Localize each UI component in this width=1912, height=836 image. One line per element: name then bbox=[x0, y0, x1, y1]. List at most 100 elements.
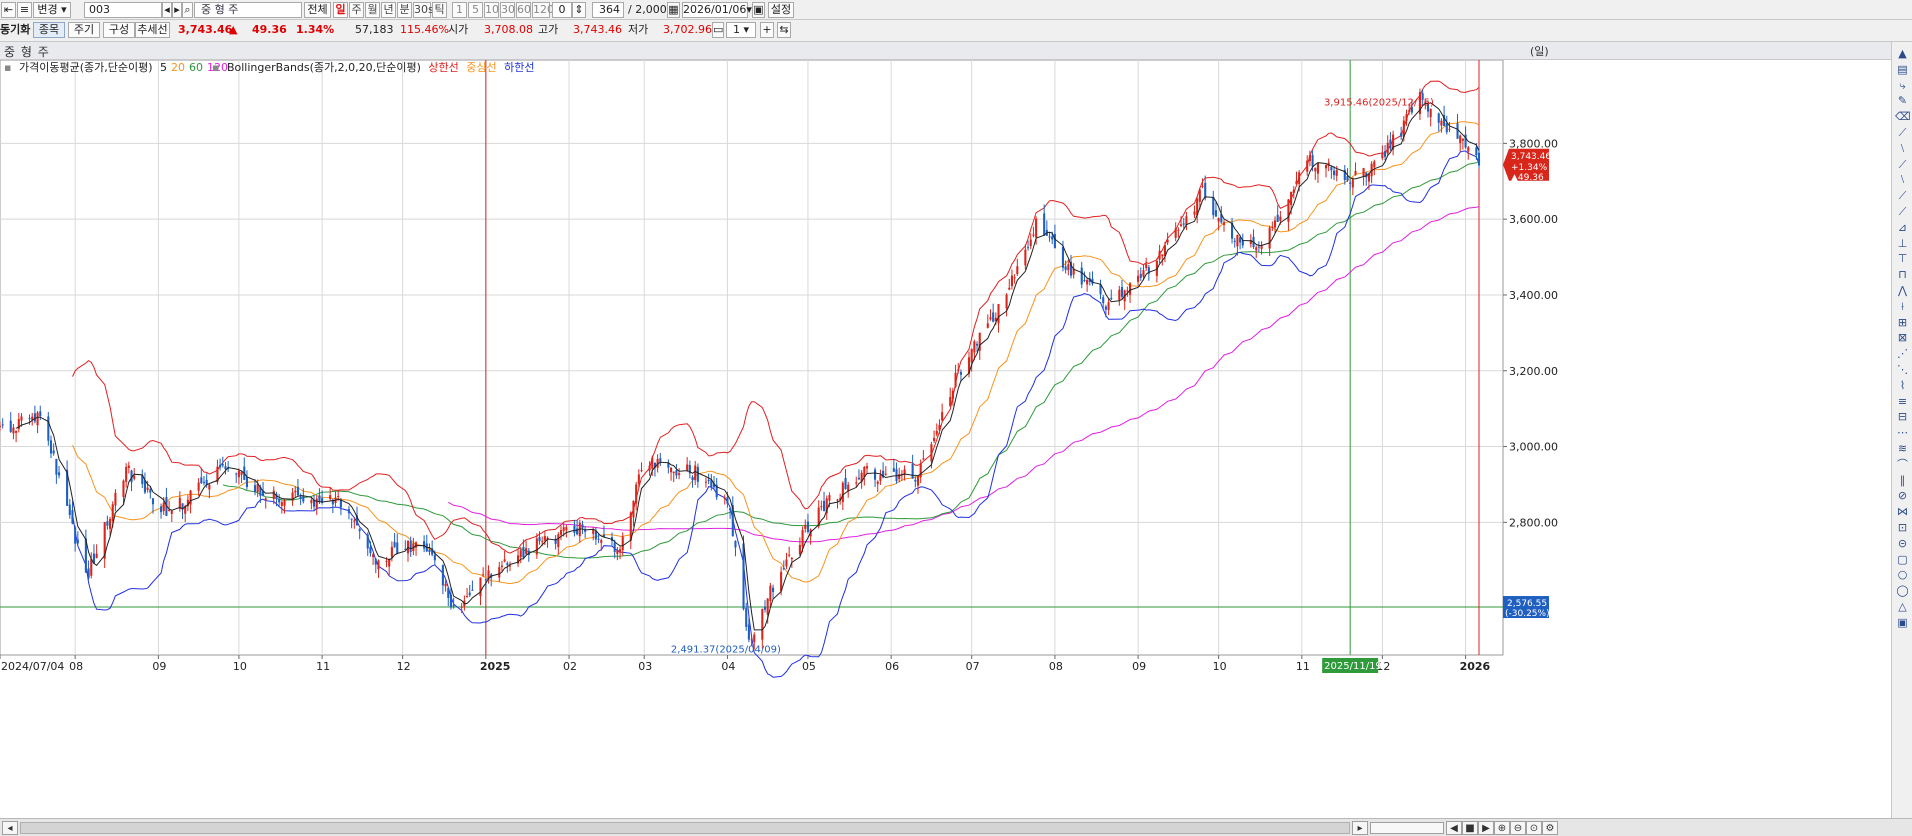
candle-body bbox=[621, 536, 624, 551]
code-input[interactable]: 003 bbox=[84, 2, 162, 18]
horizontal-line-icon[interactable]: ⊤ bbox=[1897, 252, 1908, 266]
grid-icon[interactable]: ⊡ bbox=[1897, 521, 1908, 534]
ray-icon[interactable]: ⧵ bbox=[1900, 141, 1905, 155]
arc-icon[interactable]: ⌒ bbox=[1897, 457, 1908, 471]
candle-body bbox=[1, 424, 4, 426]
layout-icon[interactable]: ▭ bbox=[712, 22, 724, 38]
fib-up-icon[interactable]: ⋰ bbox=[1897, 347, 1908, 361]
play-icon[interactable]: ▶ bbox=[1478, 821, 1494, 835]
count-input[interactable]: 364 bbox=[592, 2, 624, 18]
expand-icon[interactable]: ⇤ bbox=[1, 2, 16, 18]
change-dropdown[interactable]: 변경 ▾ bbox=[33, 2, 71, 18]
cross-line-icon[interactable]: ⊓ bbox=[1898, 268, 1907, 282]
andrews-icon[interactable]: ⋈ bbox=[1897, 505, 1908, 519]
interval-tab-4[interactable]: 60 bbox=[516, 2, 531, 18]
gann-icon[interactable]: ⊟ bbox=[1897, 410, 1908, 424]
period-tab-5[interactable]: 30s bbox=[413, 2, 434, 18]
fib-down-icon[interactable]: ⋱ bbox=[1897, 363, 1908, 376]
period-button[interactable]: 주기 bbox=[68, 22, 100, 38]
zoom-in-icon[interactable]: ⊕ bbox=[1494, 821, 1510, 835]
vertical-line-icon[interactable]: ⊥ bbox=[1897, 236, 1908, 250]
channel-icon[interactable]: ⟋ bbox=[1898, 205, 1907, 218]
search-icon[interactable]: ⌕ bbox=[182, 2, 193, 18]
zoom-reset-icon[interactable]: ⊙ bbox=[1526, 821, 1542, 835]
triangle-icon[interactable]: △ bbox=[1898, 600, 1907, 613]
config-button[interactable]: 구성 bbox=[103, 22, 135, 38]
scroll-track[interactable] bbox=[20, 822, 1350, 834]
period-tab-2[interactable]: 월 bbox=[365, 2, 380, 18]
period-tab-0[interactable]: 일 bbox=[333, 2, 348, 18]
period-tab-1[interactable]: 주 bbox=[349, 2, 364, 18]
candle-body bbox=[1424, 101, 1427, 103]
horizontal-scrollbar[interactable]: ◂ ▸ ◀ ■ ▶ ⊕ ⊖ ⊙ ⚙ bbox=[0, 818, 1912, 836]
prev-icon[interactable]: ◂ bbox=[162, 2, 172, 18]
angle-icon[interactable]: ⋀ bbox=[1897, 284, 1908, 297]
spin-value[interactable]: 0 bbox=[552, 2, 572, 18]
zoom-slider[interactable] bbox=[1370, 822, 1444, 834]
bb-legend[interactable]: ▪ BollingerBands(종가,2,0,20,단순이평) 상한선 중심선… bbox=[212, 60, 539, 76]
trend-button[interactable]: 추세선 bbox=[135, 22, 170, 38]
scroll-right-icon[interactable]: ▸ bbox=[1352, 821, 1368, 835]
pitchfork-icon[interactable]: ∥ bbox=[1899, 473, 1906, 487]
x-tick-label: 06 bbox=[885, 660, 899, 673]
parallel-icon[interactable]: ⟋ bbox=[1898, 189, 1907, 203]
eraser-icon[interactable]: ⌫ bbox=[1895, 110, 1911, 124]
interval-tab-3[interactable]: 30 bbox=[500, 2, 515, 18]
scroll-left-icon[interactable]: ◂ bbox=[2, 821, 18, 835]
undo-icon[interactable]: ⤷ bbox=[1899, 78, 1906, 92]
price-chart[interactable]: 2,800.00 3,000.00 3,200.00 3,400.00 3,600.00… bbox=[0, 59, 1850, 824]
cycle-icon[interactable]: ≋ bbox=[1897, 442, 1908, 455]
interval-tab-2[interactable]: 10 bbox=[484, 2, 499, 18]
frame-icon[interactable]: ▣ bbox=[1897, 615, 1908, 629]
rect-icon[interactable]: ⊞ bbox=[1897, 315, 1908, 329]
calendar-icon[interactable]: ▦ bbox=[667, 2, 680, 18]
interval-tab-5[interactable]: 120 bbox=[532, 2, 554, 18]
candle-body bbox=[90, 559, 93, 576]
arrow-icon[interactable]: ⟊ bbox=[1901, 299, 1904, 313]
split-icon[interactable]: ⇆ bbox=[777, 22, 791, 38]
triangle-line-icon[interactable]: ⊿ bbox=[1897, 220, 1908, 234]
wave-icon[interactable]: ⋯ bbox=[1897, 426, 1908, 440]
line-icon[interactable]: ⟋ bbox=[1898, 126, 1907, 139]
period-tab-4[interactable]: 분 bbox=[397, 2, 412, 18]
settings-button[interactable]: 설정 bbox=[768, 2, 794, 18]
save-icon[interactable]: ▣ bbox=[752, 2, 765, 18]
sync-label[interactable]: 동기화 bbox=[0, 23, 31, 36]
candle-body bbox=[1102, 297, 1105, 304]
period-tab-6[interactable]: 틱 bbox=[432, 2, 447, 18]
fib-fan-icon[interactable]: ≡ bbox=[1897, 394, 1908, 408]
pencil-icon[interactable]: ✎ bbox=[1897, 94, 1908, 108]
speed-icon[interactable]: ⊘ bbox=[1897, 489, 1908, 503]
box-icon[interactable]: ⊠ bbox=[1897, 331, 1908, 345]
square-icon[interactable]: ▢ bbox=[1897, 552, 1908, 566]
chart-count-select[interactable]: 1 ▾ bbox=[726, 22, 756, 38]
ma-legend[interactable]: ▪ 가격이동평균(종가,단순이평) 5 20 60 120 bbox=[4, 60, 232, 76]
trendline-icon[interactable]: ⟋ bbox=[1898, 157, 1907, 171]
date-dropdown[interactable]: 2026/01/06▾ bbox=[682, 2, 752, 18]
stop-icon[interactable]: ■ bbox=[1462, 821, 1478, 835]
spin-icon[interactable]: ⇕ bbox=[572, 2, 586, 18]
candle-body bbox=[186, 499, 189, 507]
chart-area[interactable]: 2,800.00 3,000.00 3,200.00 3,400.00 3,600.00… bbox=[0, 59, 1850, 824]
menu-icon[interactable]: ≡ bbox=[17, 2, 32, 18]
candle-body bbox=[74, 527, 77, 544]
zoom-out-icon[interactable]: ⊖ bbox=[1510, 821, 1526, 835]
circle-tool-icon[interactable]: ⊝ bbox=[1897, 536, 1908, 550]
interval-tab-0[interactable]: 1 bbox=[452, 2, 467, 18]
candle-body bbox=[452, 604, 455, 607]
period-tab-3[interactable]: 년 bbox=[381, 2, 396, 18]
extended-line-icon[interactable]: ⧵ bbox=[1900, 173, 1905, 187]
fib-time-icon[interactable]: ⌇ bbox=[1899, 378, 1906, 392]
play-back-icon[interactable]: ◀ bbox=[1446, 821, 1462, 835]
ellipse-icon[interactable]: ◯ bbox=[1896, 584, 1909, 598]
stock-button[interactable]: 종목 bbox=[33, 22, 65, 38]
next-icon[interactable]: ▸ bbox=[172, 2, 182, 18]
chart-settings-icon[interactable]: ⚙ bbox=[1542, 821, 1558, 835]
interval-tab-1[interactable]: 5 bbox=[468, 2, 483, 18]
circle-icon[interactable]: ○ bbox=[1897, 568, 1908, 582]
scroll-up-icon[interactable]: ▲ bbox=[1898, 47, 1907, 60]
add-icon[interactable]: + bbox=[760, 22, 774, 38]
cursor-date-tag bbox=[1322, 658, 1379, 673]
all-button[interactable]: 전체 bbox=[304, 2, 331, 18]
list-icon[interactable]: ▤ bbox=[1897, 62, 1908, 76]
